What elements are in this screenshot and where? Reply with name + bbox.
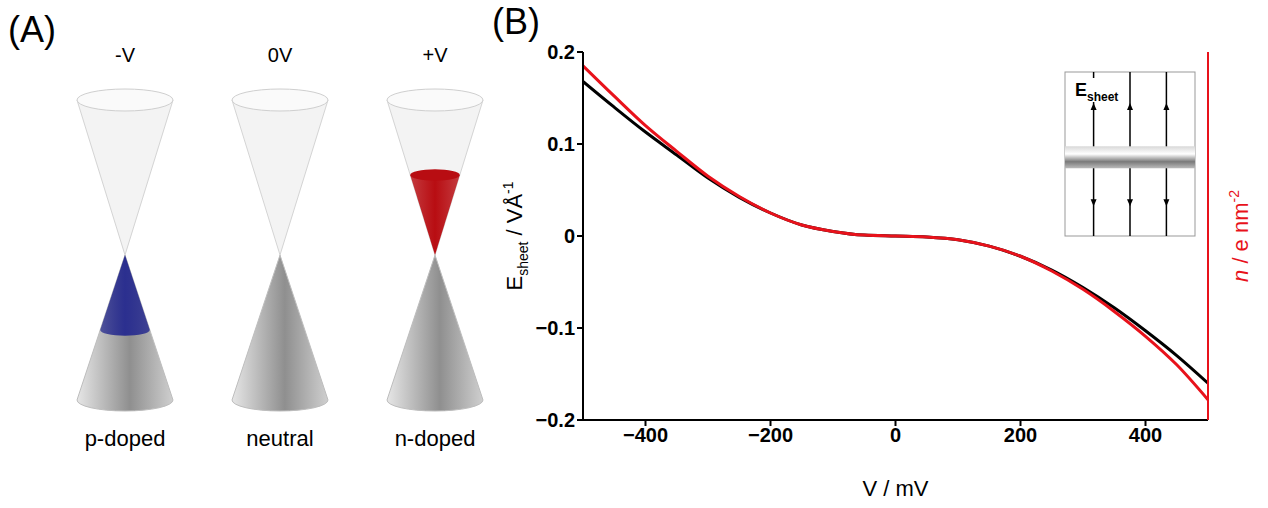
svg-text:Esheet: Esheet	[1075, 80, 1118, 104]
svg-text:+V: +V	[422, 44, 448, 66]
svg-text:(B): (B)	[492, 1, 540, 42]
svg-text:V / mV: V / mV	[862, 476, 928, 501]
svg-text:(A): (A)	[8, 9, 56, 50]
svg-text:−0.1: −0.1	[536, 317, 575, 339]
svg-text:neutral: neutral	[246, 426, 313, 451]
svg-text:400: 400	[1129, 424, 1162, 446]
svg-text:−400: −400	[623, 424, 668, 446]
svg-text:0: 0	[890, 424, 901, 446]
svg-text:Esheet / VÅ-1: Esheet / VÅ-1	[500, 181, 531, 290]
svg-text:−0.2: −0.2	[536, 409, 575, 431]
svg-text:0.2: 0.2	[547, 41, 575, 63]
svg-text:-V: -V	[115, 44, 136, 66]
svg-text:0: 0	[564, 225, 575, 247]
svg-text:0.1: 0.1	[547, 133, 575, 155]
svg-text:n / e nm-2: n / e nm-2	[1226, 190, 1253, 282]
svg-text:0V: 0V	[268, 44, 293, 66]
svg-text:n-doped: n-doped	[395, 426, 476, 451]
svg-text:200: 200	[1004, 424, 1037, 446]
svg-text:−200: −200	[748, 424, 793, 446]
svg-text:p-doped: p-doped	[85, 426, 166, 451]
